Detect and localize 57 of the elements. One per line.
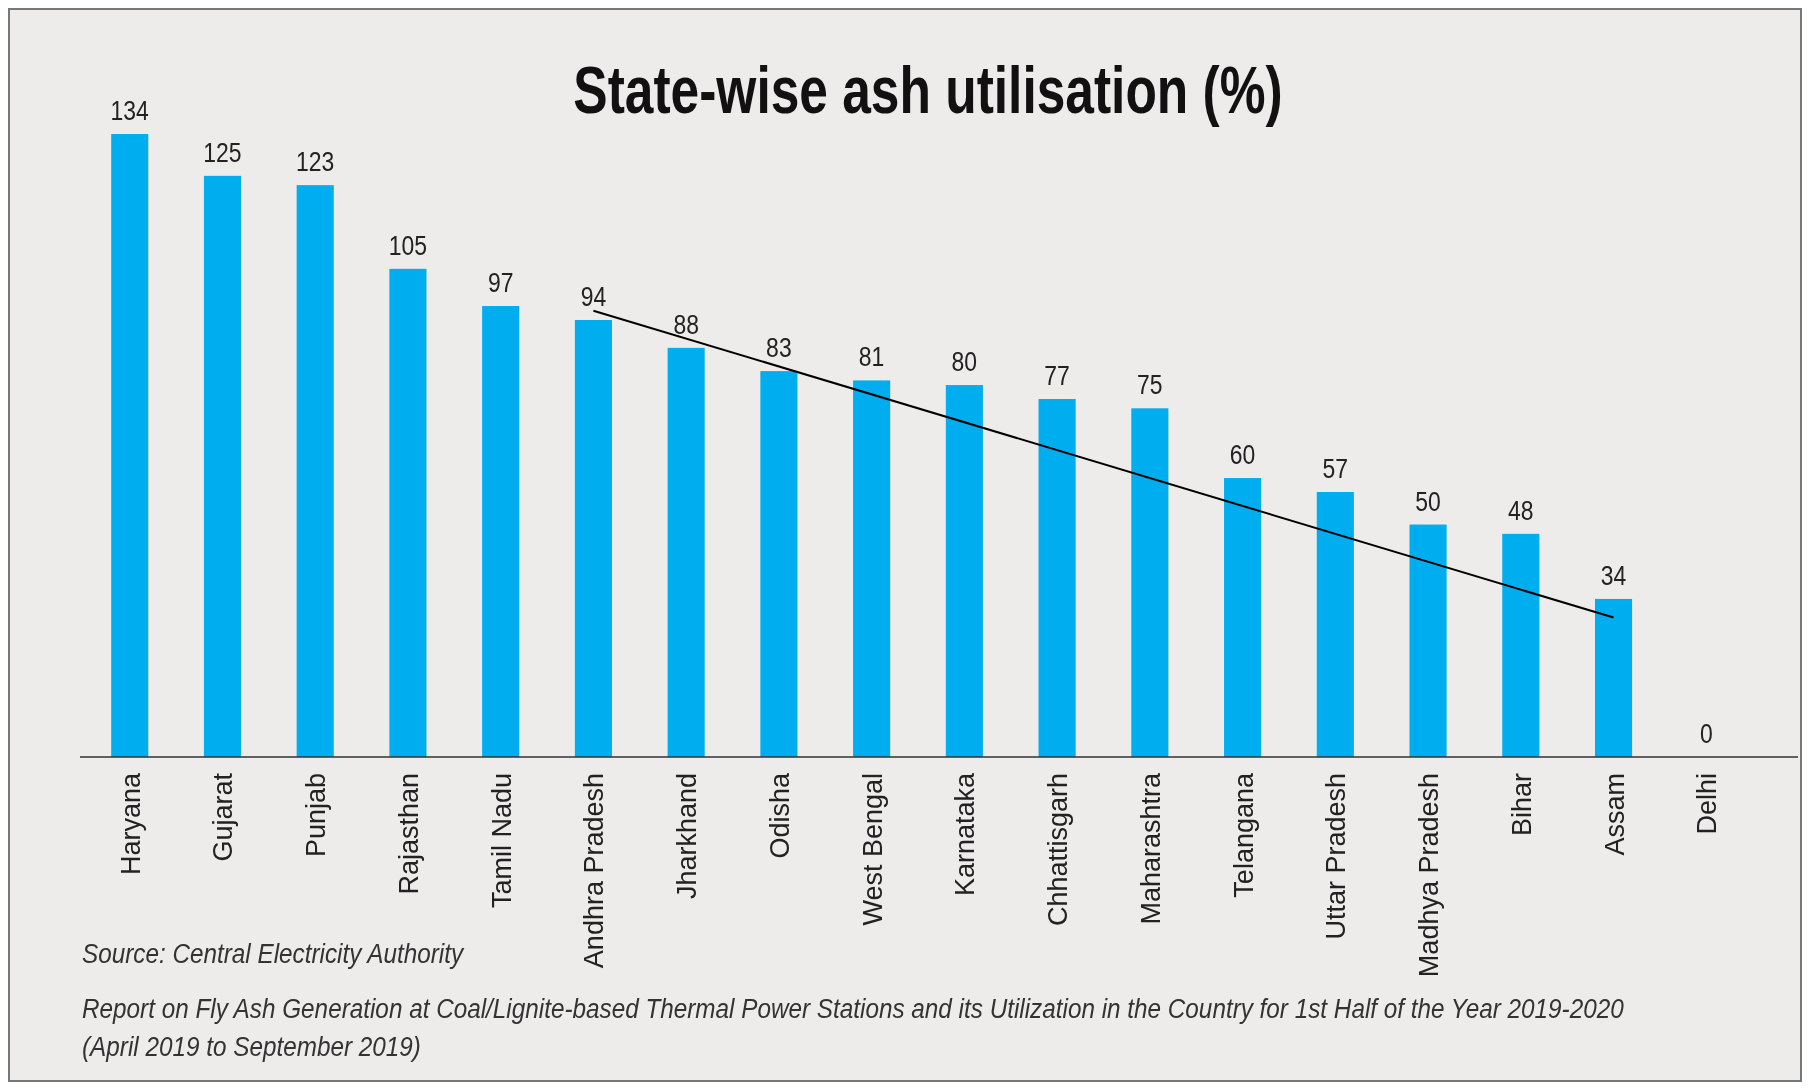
data-label: 134 [110,95,149,126]
chart-title: State-wise ash utilisation (%) [573,52,1283,128]
bar [203,175,242,757]
data-label: 50 [1415,485,1441,516]
x-tick-label: Chhattisgarh [1043,773,1074,927]
data-label: 77 [1044,360,1070,391]
bar [760,371,798,757]
bar [482,306,520,757]
bar [667,347,705,757]
data-label: 75 [1137,369,1163,400]
bar [1038,399,1076,757]
x-tick-label: Haryana [115,772,146,876]
x-tick-label: Odisha [764,772,795,859]
data-label: 105 [388,230,428,261]
data-label: 48 [1508,495,1534,526]
x-tick-label: Karnataka [950,772,981,897]
bar [1131,408,1169,757]
x-tick-label: Rajasthan [393,773,424,895]
text: Report on Fly Ash Generation at Coal/Lignite-based Thermal Power Stations and its Utilization in the Country for 1st Half of the Year 2019-2020 [82,993,1625,1024]
x-tick-label: Jharkhand [672,773,703,900]
bar [389,268,427,757]
x-tick-label: Madhya Pradesh [1414,773,1445,978]
x-tick-label: Telangana [1228,772,1259,898]
data-label: 94 [580,281,607,312]
data-label: 0 [1699,718,1713,749]
data-label: 125 [203,137,242,168]
x-tick-label: Uttar Pradesh [1321,773,1352,940]
data-label: 34 [1600,560,1627,591]
bar [1409,524,1447,757]
data-label: 80 [951,346,978,377]
x-tick-label: Andhra Pradesh [579,773,610,969]
x-tick-label: Maharashtra [1135,772,1166,925]
x-tick-label: Punjab [301,773,332,858]
data-label: 123 [296,146,335,177]
bar [1594,598,1633,757]
x-tick-label: Gujarat [208,772,239,862]
x-tick-label: West Bengal [857,773,888,926]
x-tick-label: Tamil Nadu [486,773,517,909]
bar [1224,478,1262,757]
x-tick-label: Delhi [1692,773,1723,835]
x-tick-label: Bihar [1506,772,1537,837]
data-label: 81 [858,341,885,372]
bar [853,380,891,757]
bar [111,134,149,757]
data-label: 57 [1322,453,1349,484]
data-label: 83 [766,332,792,363]
data-label: 97 [487,267,514,298]
source-note: Source: Central Electricity Authority [82,938,466,969]
bar [1502,533,1540,757]
x-tick-label: Assam [1599,773,1630,856]
bar [296,185,334,757]
data-label: 88 [673,309,699,340]
bar [1316,491,1354,757]
text: (April 2019 to September 2019) [82,1031,421,1062]
bar [945,385,983,757]
bar [574,319,612,757]
data-label: 60 [1229,439,1256,470]
